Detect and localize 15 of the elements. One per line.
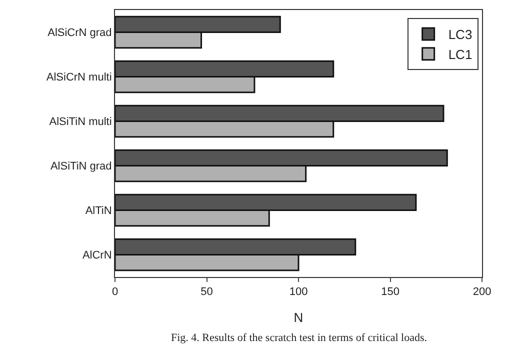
legend-label: LC1 xyxy=(448,46,472,62)
x-tick-label: 150 xyxy=(381,286,400,298)
x-tick-label: 50 xyxy=(200,286,213,298)
y-tick-label: AlSiCrN multi xyxy=(46,72,112,84)
caption: Fig. 4. Results of the scratch test in terms of critical loads. xyxy=(171,332,428,344)
legend-label: LC3 xyxy=(448,27,472,42)
x-tick-label: 200 xyxy=(472,286,492,298)
x-tick-label: 100 xyxy=(289,286,308,298)
x-tick-label: 0 xyxy=(112,286,118,298)
y-tick-label: AlCrN xyxy=(82,250,112,262)
y-tick-label: AlSiCrN grad xyxy=(48,27,112,40)
x-axis-title: N xyxy=(294,310,304,325)
y-tick-label: AlTiN xyxy=(85,205,112,218)
y-tick-label: AlSiTiN multi xyxy=(49,116,112,128)
y-tick-label: AlSiTiN grad xyxy=(50,160,112,173)
